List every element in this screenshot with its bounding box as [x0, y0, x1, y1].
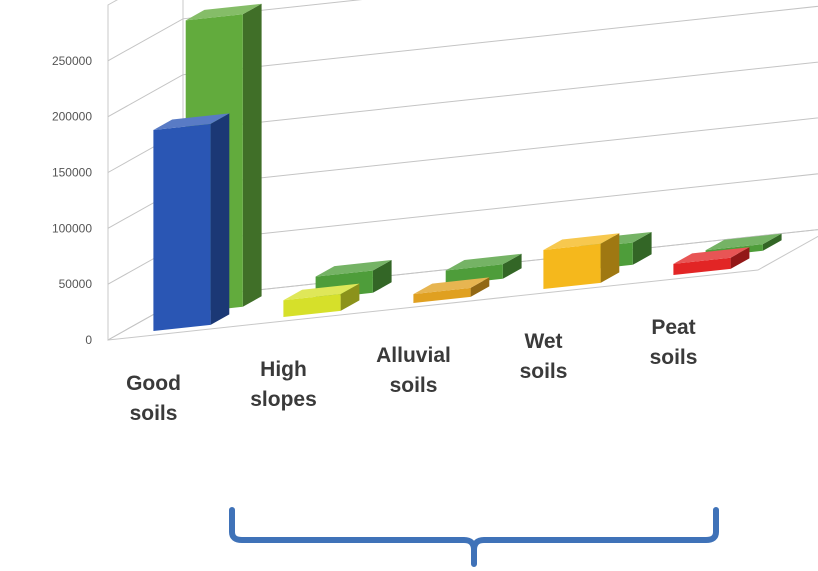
- bar-front: [413, 287, 471, 303]
- grouping-brace: [229, 507, 719, 567]
- bar-top: [413, 277, 490, 295]
- bar-side: [242, 3, 262, 307]
- bar-side: [470, 277, 490, 297]
- bars: [153, 3, 782, 332]
- bar: [153, 113, 230, 332]
- bar-side: [340, 283, 360, 311]
- category-labels: Good soils High slopes Alluvial soils Wet soils…: [126, 316, 697, 425]
- category-label: Alluvial soils: [376, 344, 451, 397]
- bar: [283, 283, 360, 317]
- bar-side: [762, 233, 782, 251]
- bar-top: [705, 233, 782, 251]
- bar-top: [283, 283, 360, 301]
- y-tick-label: 200000: [52, 110, 92, 124]
- category-label: Good soils: [126, 372, 181, 425]
- bar: [413, 277, 490, 303]
- category-label: Wet soils: [520, 330, 568, 383]
- bar-top: [315, 260, 392, 277]
- category-label: High slopes: [250, 358, 317, 411]
- bar-top: [543, 233, 620, 250]
- bar-side: [632, 232, 652, 265]
- bar-side: [372, 260, 392, 293]
- bar-front: [153, 123, 211, 332]
- bar-front: [673, 257, 731, 275]
- bar-top: [445, 253, 522, 271]
- bar-side: [502, 253, 522, 279]
- bar-top: [185, 3, 262, 21]
- gridline: [107, 5, 818, 118]
- bar: [543, 233, 620, 289]
- category-label: Peat soils: [650, 316, 698, 369]
- bar-top: [673, 247, 750, 264]
- bar-side: [600, 233, 620, 283]
- y-tick-label: 250000: [52, 54, 92, 68]
- bar-side: [730, 247, 750, 269]
- y-tick-label: 0: [85, 333, 92, 347]
- gridline: [107, 0, 363, 62]
- y-axis-ticks: 0 50000 100000 150000 200000 250000: [52, 54, 92, 347]
- bar-front: [283, 294, 341, 317]
- bar-top: [153, 113, 230, 130]
- y-tick-label: 150000: [52, 166, 92, 180]
- bar-front: [543, 243, 601, 289]
- y-tick-label: 100000: [52, 221, 92, 235]
- y-tick-label: 50000: [59, 277, 93, 291]
- bar-side: [210, 113, 230, 325]
- bar: [673, 247, 750, 275]
